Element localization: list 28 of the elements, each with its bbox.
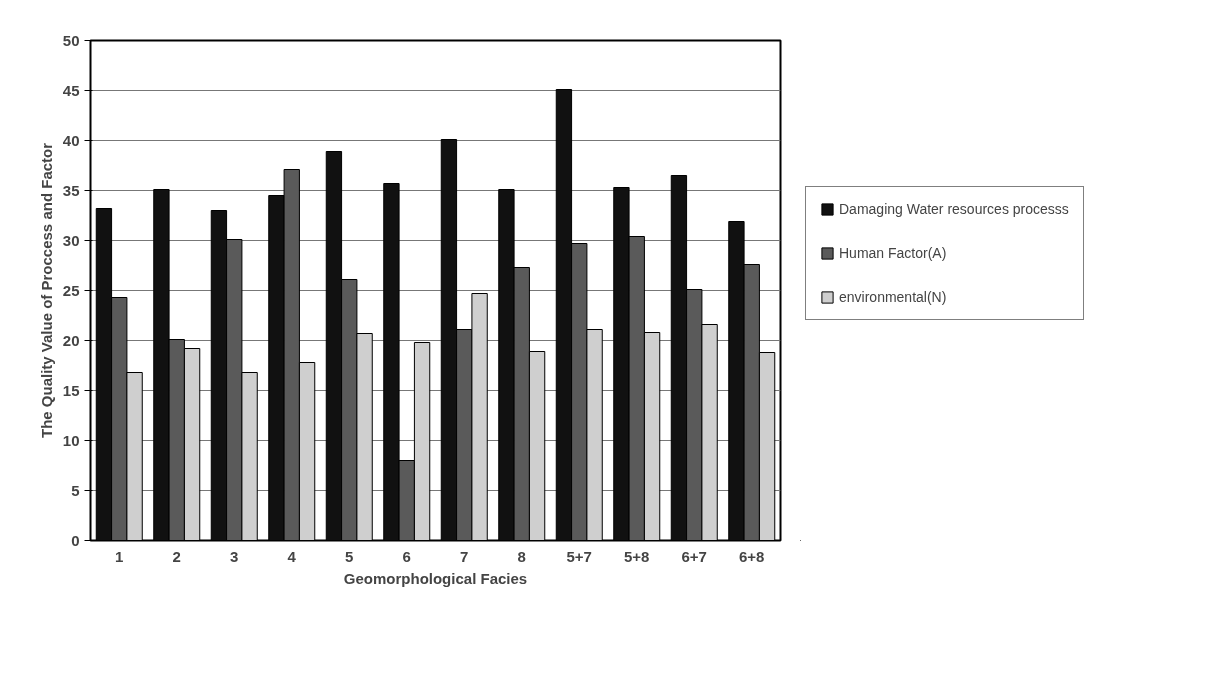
y-tick-label: 20 [62,331,80,349]
y-tick-label: 10 [62,431,80,449]
y-tick-label: 5 [71,481,80,499]
legend-label: environmental(N) [839,289,947,305]
x-tick-label: 8 [517,547,526,565]
x-axis-title: Geomorphological Facies [343,569,528,587]
x-tick-label: 4 [287,547,297,565]
y-tick-label: 35 [62,181,80,199]
y-tick-label: 25 [62,281,80,299]
x-tick-label: 5+7 [566,547,592,565]
x-tick-label: 3 [230,547,239,565]
x-tick-label: 7 [460,547,469,565]
x-tick-label: 6+8 [739,547,765,565]
legend-label: Human Factor(A) [839,245,947,261]
y-tick-label: 40 [62,131,80,149]
y-tick-label: 50 [62,31,80,49]
y-tick-label: 0 [71,531,80,549]
y-tick-label: 15 [62,381,80,399]
y-tick-label: 45 [62,81,80,99]
y-axis-title: The Quality Value of Proccess and Factor [37,142,55,439]
y-tick-label: 30 [62,231,80,249]
x-tick-label: 5 [345,547,354,565]
x-tick-label: 6+7 [681,547,707,565]
x-tick-label: 1 [115,547,124,565]
x-tick-label: 2 [172,547,181,565]
legend-label: Damaging Water resources processs [839,201,1069,217]
x-tick-label: 5+8 [624,547,650,565]
x-tick-label: 6 [402,547,411,565]
